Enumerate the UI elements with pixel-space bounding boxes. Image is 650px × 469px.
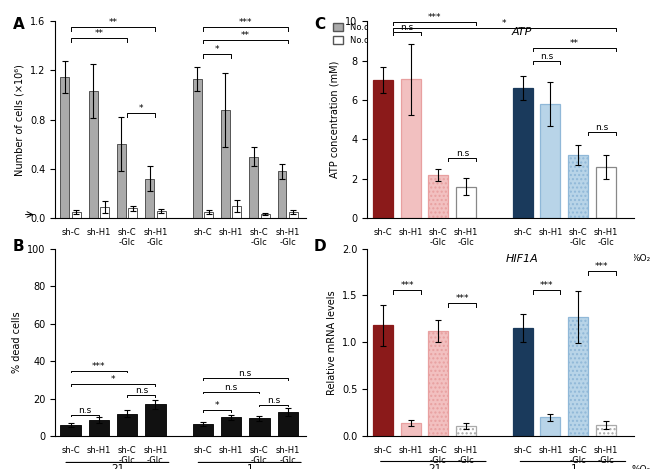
Bar	[192, 424, 213, 436]
Text: n.s: n.s	[595, 123, 608, 132]
Bar	[145, 404, 166, 436]
Text: ***: ***	[428, 13, 441, 22]
Text: 21: 21	[111, 464, 124, 469]
Y-axis label: % dead cells: % dead cells	[12, 311, 21, 373]
Text: HIF1A: HIF1A	[506, 254, 538, 264]
Bar	[249, 157, 258, 218]
Bar	[428, 175, 448, 218]
Bar	[595, 167, 616, 218]
Legend: No.of viable cells, No.of dead cells: No.of viable cells, No.of dead cells	[330, 19, 425, 48]
Bar	[221, 110, 230, 218]
Text: C: C	[314, 17, 325, 32]
Text: n.s: n.s	[224, 383, 238, 392]
Text: ***: ***	[92, 362, 105, 371]
Bar	[373, 80, 393, 218]
Text: **: **	[109, 18, 118, 27]
Text: n.s: n.s	[540, 53, 553, 61]
Text: *: *	[214, 401, 219, 410]
Text: n.s: n.s	[135, 386, 148, 395]
Y-axis label: Number of cells (×10⁶): Number of cells (×10⁶)	[14, 64, 25, 175]
Bar	[221, 417, 241, 436]
Bar	[456, 426, 476, 436]
Text: ***: ***	[239, 18, 252, 27]
Text: ***: ***	[456, 294, 469, 303]
Text: D: D	[314, 239, 326, 254]
Bar	[400, 423, 421, 436]
Bar	[373, 325, 393, 436]
Text: **: **	[570, 39, 578, 48]
Bar	[100, 207, 109, 218]
Text: 21: 21	[428, 464, 441, 469]
Text: ***: ***	[540, 281, 553, 290]
Bar	[72, 212, 81, 218]
Text: A: A	[13, 17, 25, 32]
Y-axis label: Relative mRNA levels: Relative mRNA levels	[326, 290, 337, 395]
Text: *: *	[111, 375, 115, 384]
Bar	[400, 79, 421, 218]
Text: *: *	[502, 19, 507, 28]
Bar	[157, 211, 166, 218]
Y-axis label: ATP concentration (mM): ATP concentration (mM)	[330, 61, 340, 178]
Text: n.s: n.s	[400, 23, 413, 32]
Text: **: **	[94, 30, 103, 38]
Bar	[568, 317, 588, 436]
Bar	[204, 212, 213, 218]
Bar	[278, 412, 298, 436]
Bar	[289, 212, 298, 218]
Bar	[145, 179, 154, 218]
Text: **: **	[240, 30, 250, 39]
Text: 1: 1	[246, 464, 253, 469]
Bar	[192, 79, 202, 218]
Text: %O₂: %O₂	[631, 465, 650, 469]
Bar	[88, 91, 98, 218]
Bar	[595, 425, 616, 436]
Bar	[568, 155, 588, 218]
Text: 1: 1	[571, 464, 578, 469]
Bar	[513, 328, 533, 436]
Bar	[129, 208, 137, 218]
Text: 21: 21	[111, 253, 124, 264]
Text: B: B	[13, 239, 24, 254]
Text: %O₂: %O₂	[631, 254, 650, 264]
Bar	[428, 331, 448, 436]
Bar	[117, 144, 126, 218]
Text: n.s: n.s	[78, 406, 91, 415]
Bar	[60, 425, 81, 436]
Text: 21: 21	[428, 253, 441, 264]
Bar	[513, 88, 533, 218]
Text: n.s: n.s	[239, 370, 252, 378]
Text: 1: 1	[246, 253, 253, 264]
Text: 1: 1	[571, 253, 578, 264]
Bar	[456, 187, 476, 218]
Bar	[249, 418, 270, 436]
Text: *: *	[139, 105, 144, 113]
Bar	[88, 420, 109, 436]
Text: ATP: ATP	[512, 27, 532, 37]
Bar	[278, 171, 287, 218]
Bar	[540, 104, 560, 218]
Bar	[540, 417, 560, 436]
Text: n.s: n.s	[456, 149, 469, 158]
Bar	[261, 214, 270, 218]
Bar	[117, 414, 137, 436]
Bar	[60, 76, 70, 218]
Text: n.s: n.s	[267, 396, 280, 405]
Text: ***: ***	[400, 281, 414, 290]
Text: ***: ***	[595, 262, 608, 271]
Text: *: *	[214, 45, 219, 54]
Bar	[232, 206, 241, 218]
